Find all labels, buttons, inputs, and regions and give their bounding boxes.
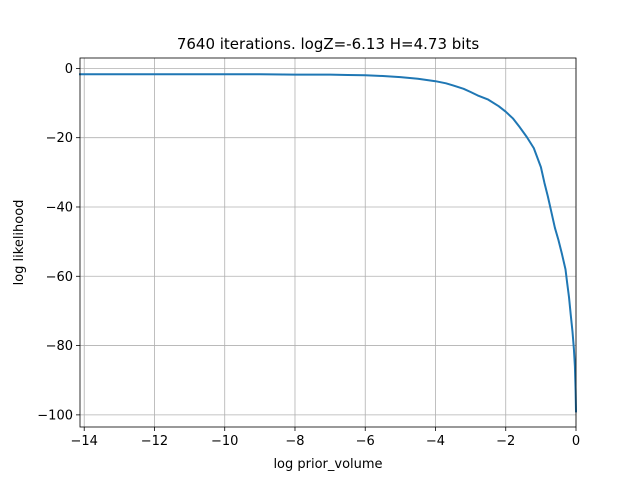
x-axis-label: log prior_volume	[273, 457, 382, 472]
x-tick-label: −14	[70, 434, 97, 449]
y-tick-label: −60	[46, 270, 73, 285]
chart-title: 7640 iterations. logZ=-6.13 H=4.73 bits	[177, 35, 480, 53]
axes-frame	[79, 57, 577, 428]
x-tick-label: −2	[496, 434, 515, 449]
x-tick-label: −12	[141, 434, 168, 449]
x-tick-label: −8	[285, 434, 304, 449]
series-line	[79, 73, 578, 413]
y-tick-label: −80	[46, 339, 73, 354]
y-tick-label: −40	[46, 200, 73, 215]
ticks: −14 −12 −10 −8 −6 −4 −2 00−20−40−60−80−100	[37, 62, 580, 449]
x-tick-label: −4	[426, 434, 445, 449]
y-axis-label: log likelihood	[12, 200, 27, 286]
y-tick-label: 0	[65, 62, 73, 77]
grid	[80, 58, 577, 427]
y-tick-label: −20	[46, 131, 73, 146]
x-tick-label: −10	[211, 434, 238, 449]
x-tick-label: −6	[356, 434, 375, 449]
x-tick-label: 0	[572, 434, 580, 449]
plot-series	[79, 73, 578, 413]
y-tick-label: −100	[37, 408, 73, 423]
